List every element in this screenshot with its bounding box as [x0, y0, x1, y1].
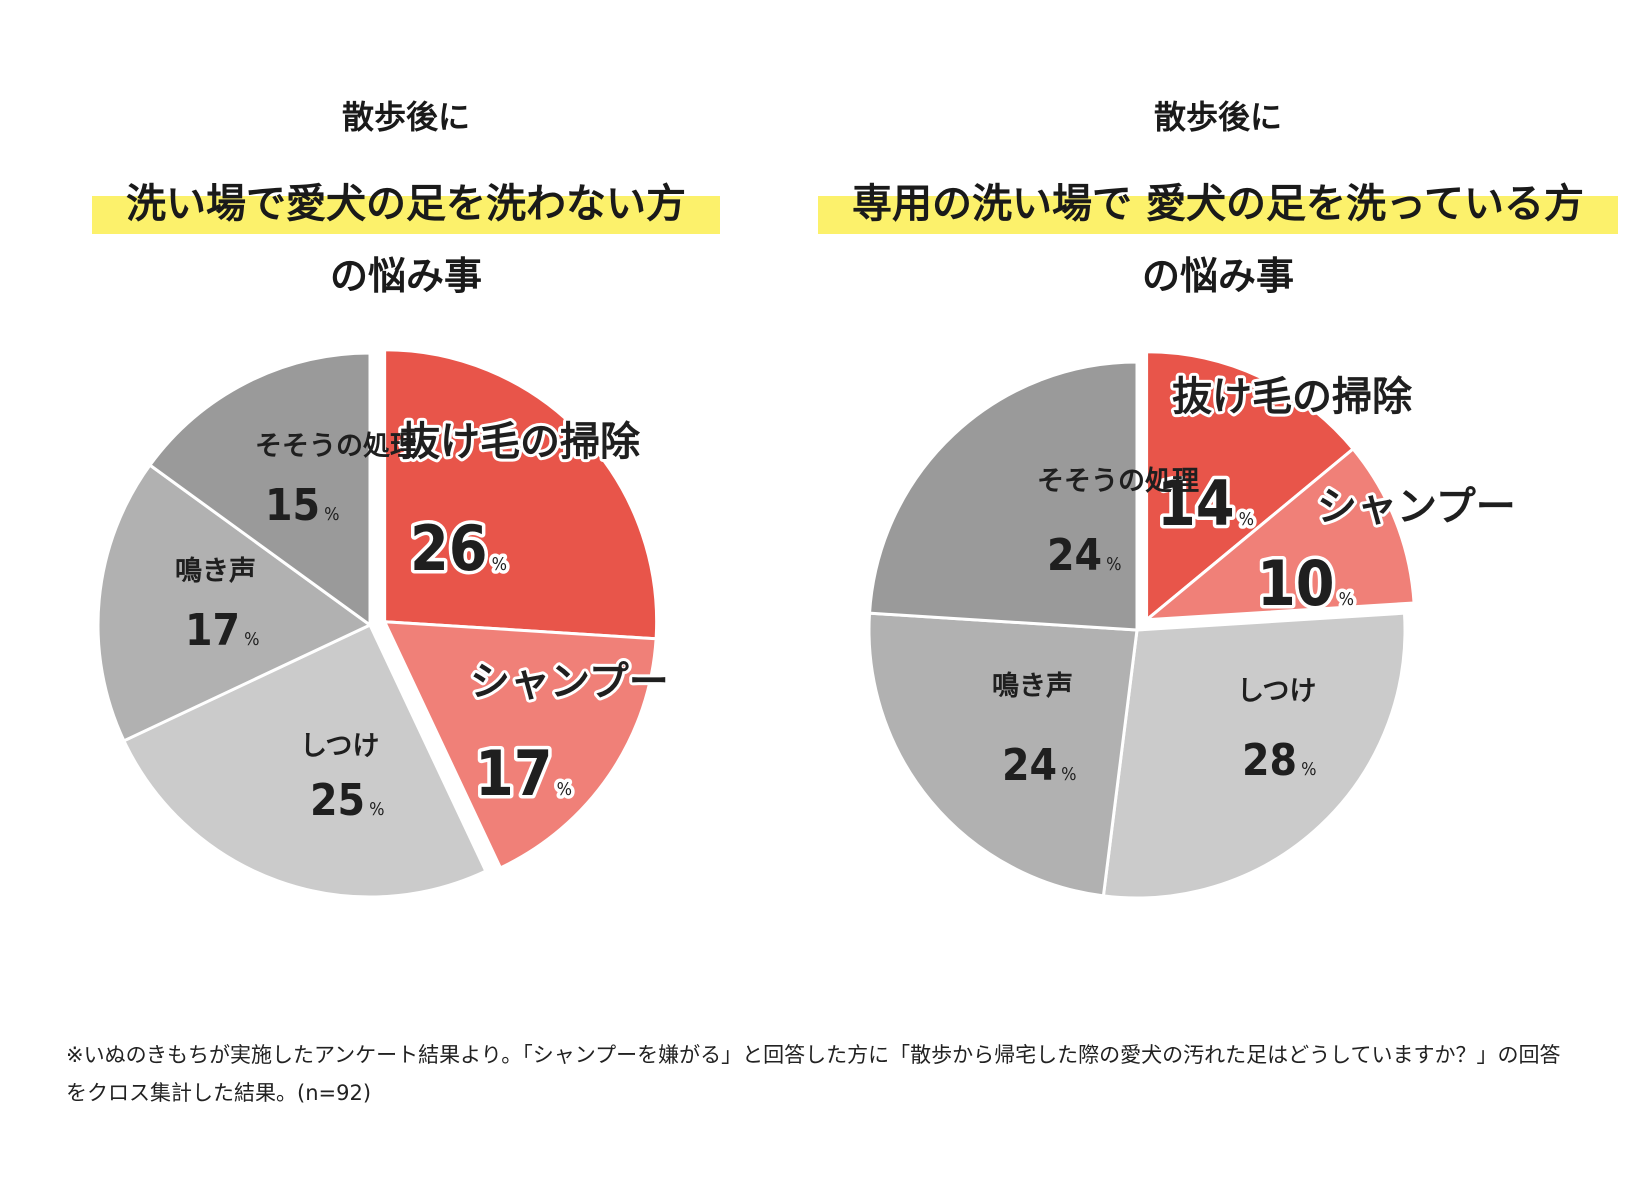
percent-sign: %	[369, 799, 384, 820]
chart-panel-left: 散歩後に 洗い場で愛犬の足を洗わない方 の悩み事 抜け毛の掃除 26% シャンプー 1…	[0, 0, 812, 1010]
slice-label: そそうの処理	[255, 430, 417, 462]
chart-title-sub: の悩み事	[1141, 254, 1294, 298]
pie-slice	[147, 351, 372, 628]
pie-slice	[1145, 350, 1356, 623]
pie-slice	[1142, 446, 1416, 622]
chart-title-sub: の悩み事	[329, 254, 482, 298]
slice-value: 17%	[185, 605, 259, 656]
percent-sign: %	[492, 554, 507, 575]
slice-label: シャンプー	[470, 659, 669, 705]
pie-slice	[96, 463, 373, 743]
percent-sign: %	[244, 629, 259, 650]
pie-slice	[383, 348, 659, 641]
slice-label: シャンプー	[1317, 484, 1516, 530]
slice-label: 鳴き声	[175, 556, 256, 587]
chart-title: 洗い場で愛犬の足を洗わない方	[0, 172, 812, 236]
slice-label: そそうの処理	[1037, 465, 1199, 497]
slice-label: しつけ	[300, 731, 379, 762]
slice-label: しつけ	[1237, 676, 1316, 707]
chart-title-text: 専用の洗い場で 愛犬の足を洗っている方	[818, 172, 1618, 236]
pie-slice	[121, 623, 488, 899]
percent-sign: %	[1339, 589, 1354, 610]
chart-title-pre: 散歩後に	[341, 98, 470, 136]
percent-sign: %	[1239, 509, 1254, 530]
footnote: ※いぬのきもちが実施したアンケート結果より。「シャンプーを嫌がる」と回答した方に…	[66, 1043, 1561, 1105]
percent-sign: %	[1301, 759, 1316, 780]
pie-slice	[867, 611, 1139, 898]
percent-sign: %	[1061, 764, 1076, 785]
slice-label: 抜け毛の掃除	[400, 419, 641, 465]
slice-label: 鳴き声	[992, 671, 1073, 702]
pie-slice	[1101, 611, 1407, 900]
chart-title-text: 洗い場で愛犬の足を洗わない方	[92, 172, 720, 236]
percent-sign: %	[557, 779, 572, 800]
percent-sign: %	[324, 504, 339, 525]
slice-label: 抜け毛の掃除	[1172, 374, 1413, 420]
chart-title: 専用の洗い場で 愛犬の足を洗っている方	[812, 172, 1624, 236]
chart-title-pre: 散歩後に	[1153, 98, 1282, 136]
percent-sign: %	[1106, 554, 1121, 575]
chart-panel-right: 散歩後に 専用の洗い場で 愛犬の足を洗っている方 の悩み事 抜け毛の掃除 14% シ…	[812, 0, 1624, 1010]
pie-slice	[867, 360, 1139, 632]
pie-slice	[382, 620, 658, 870]
